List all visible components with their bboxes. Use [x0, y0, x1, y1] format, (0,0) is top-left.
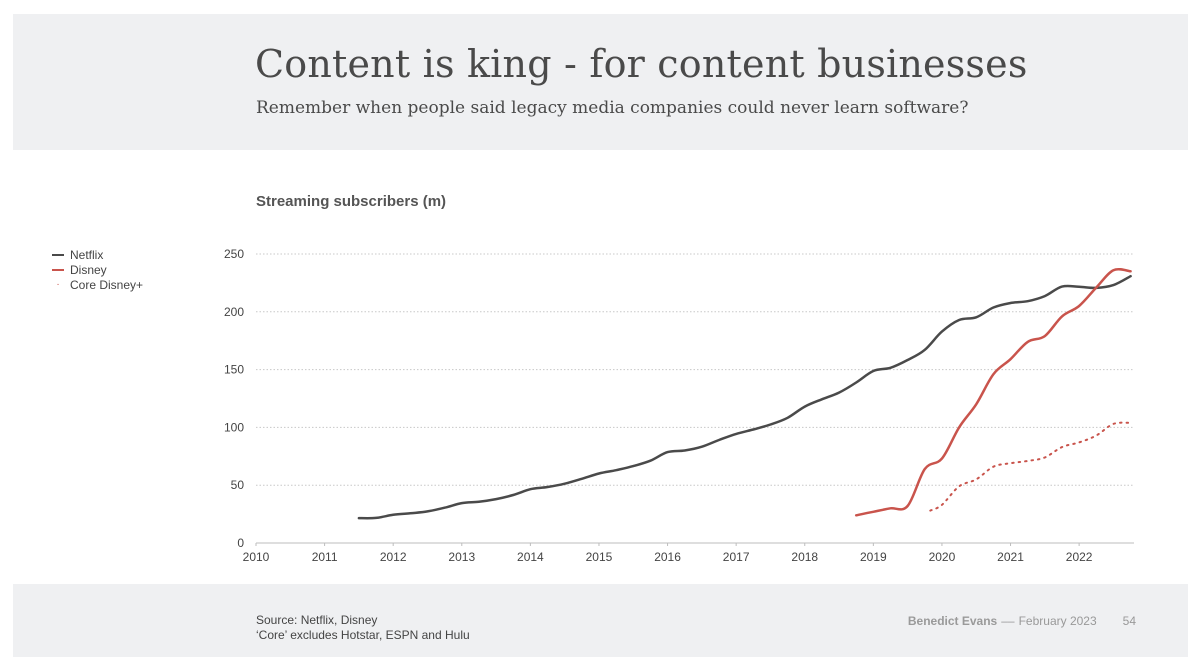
x-tick-label-2012: 2012	[380, 550, 407, 564]
x-tick-label-2016: 2016	[654, 550, 681, 564]
x-tick-label-2018: 2018	[791, 550, 818, 564]
source-footnote: ‘Core’ excludes Hotstar, ESPN and Hulu	[256, 628, 470, 642]
x-tick-label-2021: 2021	[997, 550, 1024, 564]
y-tick-label-250: 250	[224, 247, 244, 261]
legend-label-disney: Disney	[70, 262, 107, 277]
chart-legend: Netflix Disney · Core Disney+	[52, 247, 143, 292]
x-tick-label-2017: 2017	[723, 550, 750, 564]
y-tick-label-50: 50	[231, 478, 245, 492]
x-tick-label-2019: 2019	[860, 550, 887, 564]
x-tick-label-2013: 2013	[448, 550, 475, 564]
legend-label-netflix: Netflix	[70, 247, 104, 262]
x-tick-label-2020: 2020	[929, 550, 956, 564]
slide-subtitle: Remember when people said legacy media c…	[256, 98, 969, 118]
y-tick-label-0: 0	[237, 536, 244, 550]
legend-swatch-netflix	[52, 253, 64, 256]
y-tick-label-100: 100	[224, 420, 244, 434]
header-band	[13, 14, 1188, 150]
series-line-netflix	[357, 274, 1132, 520]
source-line: Source: Netflix, Disney	[256, 613, 378, 627]
footer-band	[13, 584, 1188, 657]
x-tick-label-2022: 2022	[1066, 550, 1093, 564]
legend-item-disney: Disney	[52, 262, 143, 277]
chart-title: Streaming subscribers (m)	[256, 193, 447, 210]
y-tick-label-200: 200	[224, 305, 244, 319]
x-tick-label-2010: 2010	[243, 550, 270, 564]
legend-item-netflix: Netflix	[52, 247, 143, 262]
source-note: Source: Netflix, Disney ‘Core’ excludes …	[256, 613, 470, 643]
footer-separator: ––	[1001, 614, 1015, 628]
legend-label-core-disney: Core Disney+	[70, 277, 144, 292]
legend-swatch-disney	[52, 268, 64, 271]
author-name: Benedict Evans	[907, 614, 998, 628]
series-line-core-disney-	[929, 421, 1132, 512]
x-tick-label-2014: 2014	[517, 550, 544, 564]
x-tick-label-2015: 2015	[586, 550, 613, 564]
page-number: 54	[1122, 614, 1136, 628]
y-tick-label-150: 150	[224, 363, 244, 377]
legend-swatch-core-disney: ·	[56, 278, 60, 290]
legend-item-core-disney: · Core Disney+	[52, 277, 143, 292]
slide-title: Content is king - for content businesses	[255, 42, 1028, 86]
series-line-disney	[854, 267, 1132, 517]
x-tick-label-2011: 2011	[312, 550, 338, 564]
footer-credits: Benedict Evans –– February 2023 54	[908, 614, 1136, 628]
footer-date: February 2023	[1018, 614, 1097, 628]
